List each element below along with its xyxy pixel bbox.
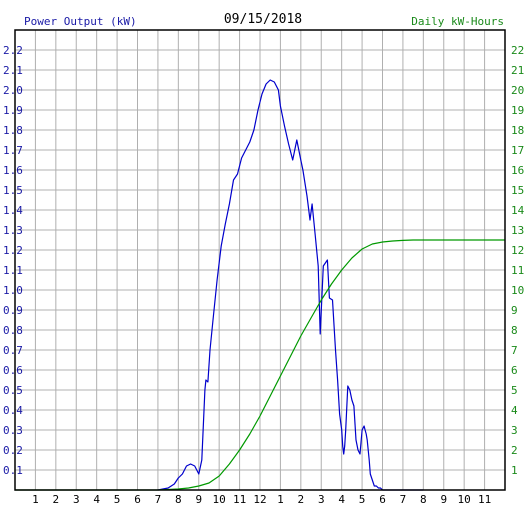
left-tick-label: 1.7 — [3, 144, 23, 157]
x-tick-label: 4 — [338, 493, 345, 506]
right-tick-label: 8 — [511, 324, 518, 337]
left-tick-label: 0.6 — [3, 364, 23, 377]
x-tick-label: 12 — [253, 493, 266, 506]
left-tick-label: 1.2 — [3, 244, 23, 257]
right-tick-label: 14 — [511, 204, 525, 217]
left-tick-label: 1.8 — [3, 124, 23, 137]
right-tick-label: 7 — [511, 344, 518, 357]
x-tick-labels: 1 2 3 4 5 6 7 8 9 10 11 12 1 2 3 4 5 6 7 8 9 10 11 — [32, 493, 491, 506]
x-tick-label: 6 — [134, 493, 141, 506]
x-tick-label: 10 — [213, 493, 226, 506]
right-tick-label: 12 — [511, 244, 524, 257]
x-tick-label: 9 — [195, 493, 202, 506]
right-tick-label: 21 — [511, 64, 524, 77]
left-tick-label: 0.2 — [3, 444, 23, 457]
chart-title: 09/15/2018 — [224, 12, 302, 27]
right-tick-label: 9 — [511, 304, 518, 317]
x-tick-label: 2 — [298, 493, 305, 506]
left-tick-label: 0.1 — [3, 464, 23, 477]
left-tick-label: 0.8 — [3, 324, 23, 337]
right-tick-label: 11 — [511, 264, 524, 277]
x-tick-label: 8 — [420, 493, 427, 506]
x-tick-label: 5 — [359, 493, 366, 506]
daily-kwh-line — [15, 239, 505, 491]
left-tick-label: 1.0 — [3, 284, 23, 297]
left-tick-label: 1.9 — [3, 104, 23, 117]
x-tick-label: 11 — [478, 493, 491, 506]
left-tick-label: 0.5 — [3, 384, 23, 397]
right-tick-label: 1 — [511, 464, 518, 477]
x-tick-label: 3 — [318, 493, 325, 506]
left-tick-label: 0.9 — [3, 304, 23, 317]
left-tick-label: 0.3 — [3, 424, 23, 437]
x-tick-label: 2 — [53, 493, 60, 506]
x-tick-label: 7 — [400, 493, 407, 506]
left-tick-label: 2.2 — [3, 44, 23, 57]
left-tick-label: 1.4 — [3, 204, 23, 217]
right-tick-label: 6 — [511, 364, 518, 377]
left-tick-label: 0.4 — [3, 404, 23, 417]
x-tick-label: 9 — [440, 493, 447, 506]
right-tick-label: 18 — [511, 124, 524, 137]
x-tick-label: 5 — [114, 493, 121, 506]
right-tick-label: 22 — [511, 44, 524, 57]
right-tick-label: 2 — [511, 444, 518, 457]
left-tick-label: 1.5 — [3, 184, 23, 197]
x-tick-label: 11 — [233, 493, 246, 506]
x-tick-label: 10 — [458, 493, 471, 506]
right-axis-title: Daily kW-Hours — [411, 15, 504, 28]
left-axis-title: Power Output (kW) — [24, 15, 137, 28]
left-tick-label: 1.6 — [3, 164, 23, 177]
x-tick-label: 6 — [379, 493, 386, 506]
x-tick-label: 8 — [175, 493, 182, 506]
x-tick-label: 3 — [73, 493, 80, 506]
right-tick-label: 10 — [511, 284, 524, 297]
right-tick-label: 17 — [511, 144, 524, 157]
x-tick-label: 1 — [277, 493, 284, 506]
power-output-line — [157, 79, 424, 491]
right-tick-label: 20 — [511, 84, 524, 97]
left-tick-label: 1.1 — [3, 264, 23, 277]
left-tick-labels: 0.1 0.2 0.3 0.4 0.5 0.6 0.7 0.8 0.9 1.0 1.1 1.2 1.3 1… — [3, 44, 23, 477]
left-tick-label: 0.7 — [3, 344, 23, 357]
left-tick-label: 1.3 — [3, 224, 23, 237]
left-tick-label: 2.1 — [3, 64, 23, 77]
plot-frame — [14, 29, 506, 491]
right-tick-label: 13 — [511, 224, 524, 237]
right-tick-label: 4 — [511, 404, 518, 417]
x-tick-label: 4 — [93, 493, 100, 506]
right-tick-label: 5 — [511, 384, 518, 397]
x-tick-label: 1 — [32, 493, 39, 506]
left-tick-label: 2.0 — [3, 84, 23, 97]
grid-lines — [15, 30, 505, 490]
right-tick-label: 16 — [511, 164, 524, 177]
right-tick-label: 15 — [511, 184, 524, 197]
x-tick-label: 7 — [155, 493, 162, 506]
right-tick-label: 19 — [511, 104, 524, 117]
right-tick-label: 3 — [511, 424, 518, 437]
